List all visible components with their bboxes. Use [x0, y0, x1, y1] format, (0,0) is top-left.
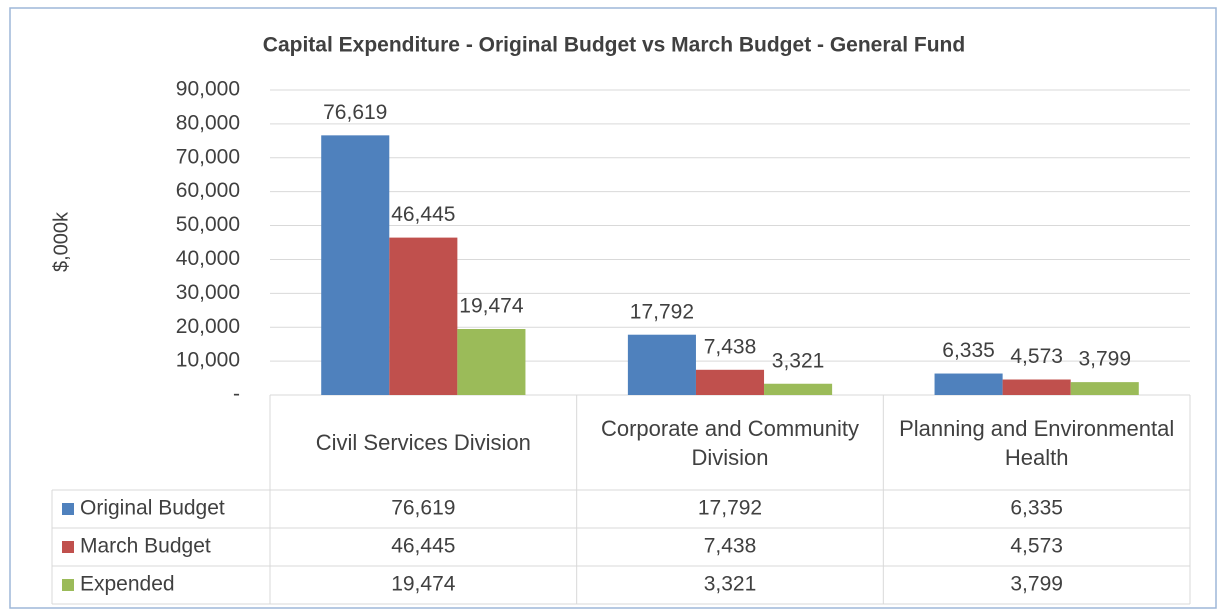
- y-tick-label: 40,000: [176, 247, 240, 270]
- data-label: 19,474: [459, 295, 524, 318]
- legend-swatch: [62, 541, 74, 553]
- bar: [457, 329, 526, 395]
- y-tick-label: -: [233, 383, 240, 406]
- bar: [934, 373, 1003, 395]
- y-tick-label: 90,000: [176, 78, 240, 101]
- data-label: 17,792: [630, 300, 694, 323]
- table-value: 46,445: [391, 535, 455, 558]
- legend-swatch: [62, 579, 74, 591]
- table-value: 17,792: [698, 497, 762, 520]
- table-value: 19,474: [391, 573, 456, 596]
- category-label: Planning and Environmental Health: [899, 415, 1175, 470]
- data-label: 76,619: [323, 101, 387, 124]
- y-tick-label: 20,000: [176, 315, 240, 338]
- chart-border: [9, 7, 1217, 609]
- y-tick-label: 10,000: [176, 349, 240, 372]
- y-tick-label: 80,000: [176, 111, 240, 134]
- table-value: 76,619: [391, 497, 455, 520]
- category-label: Corporate and Community Division: [600, 415, 859, 470]
- data-label: 3,799: [1078, 348, 1131, 371]
- bar: [389, 237, 458, 395]
- legend-label: Original Budget: [80, 497, 225, 520]
- table-value: 3,799: [1010, 573, 1063, 596]
- legend-label: March Budget: [80, 535, 211, 558]
- bar: [627, 334, 696, 395]
- bar: [1070, 382, 1139, 395]
- category-label: Civil Services Division: [315, 430, 531, 455]
- chart-title: Capital Expenditure - Original Budget vs…: [263, 34, 965, 57]
- y-tick-label: 60,000: [176, 179, 240, 202]
- y-tick-label: 30,000: [176, 281, 240, 304]
- bar: [321, 135, 390, 395]
- data-label: 4,573: [1010, 345, 1063, 368]
- data-label: 6,335: [942, 339, 995, 362]
- data-label: 46,445: [391, 203, 455, 226]
- table-value: 4,573: [1010, 535, 1063, 558]
- y-tick-label: 50,000: [176, 213, 240, 236]
- y-tick-label: 70,000: [176, 145, 240, 168]
- bar: [764, 383, 833, 395]
- data-label: 3,321: [772, 349, 825, 372]
- legend-swatch: [62, 503, 74, 515]
- data-label: 7,438: [704, 335, 757, 358]
- table-value: 3,321: [704, 573, 757, 596]
- bar: [1002, 379, 1071, 395]
- table-value: 7,438: [704, 535, 757, 558]
- bar: [695, 369, 765, 395]
- legend-label: Expended: [80, 573, 175, 596]
- y-axis-label: $,000k: [50, 211, 72, 272]
- table-value: 6,335: [1010, 497, 1063, 520]
